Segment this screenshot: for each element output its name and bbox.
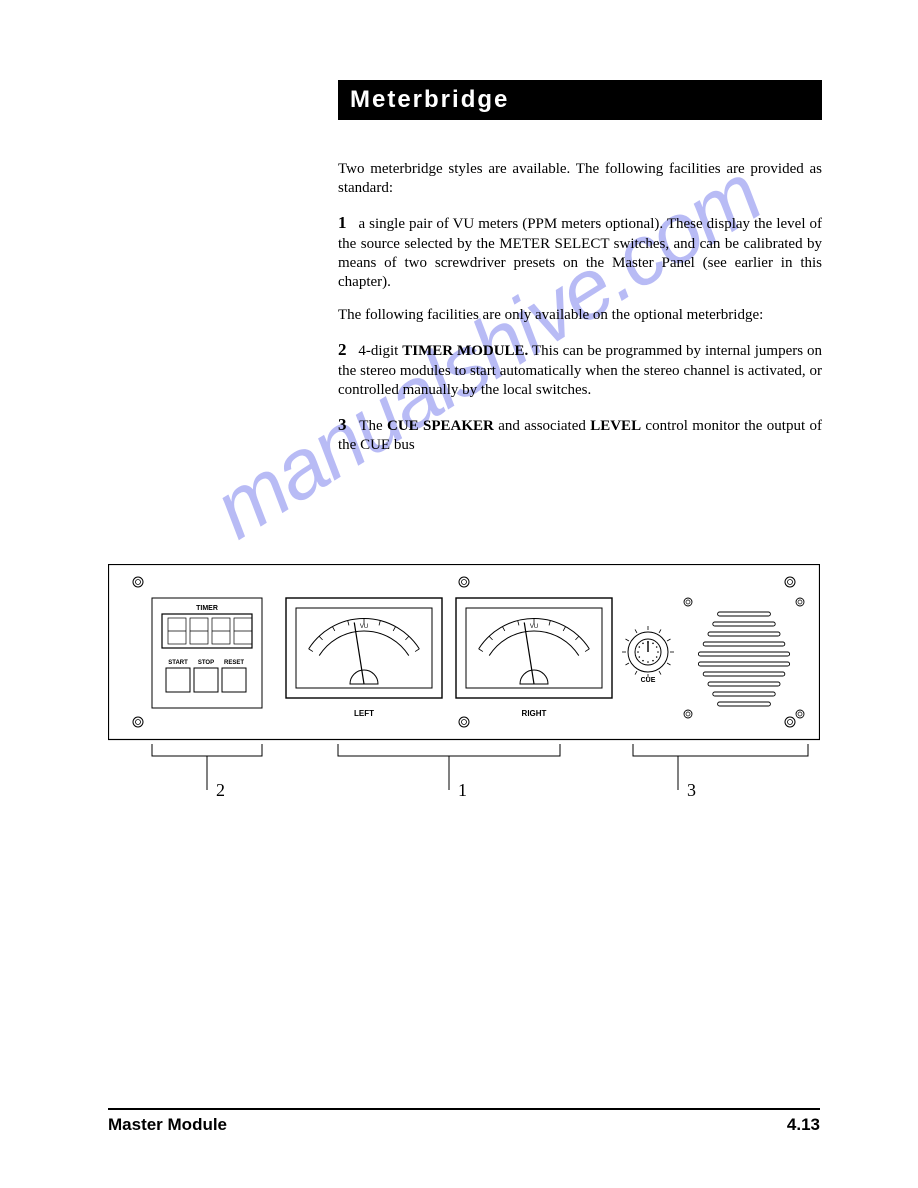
item-1: 1 a single pair of VU meters (PPM meters… [338, 212, 822, 292]
footer-rule [108, 1108, 820, 1110]
svg-text:TIMER: TIMER [196, 605, 218, 612]
svg-text:VU: VU [360, 624, 368, 630]
item-2-number: 2 [338, 340, 347, 359]
item-3-bold1: CUE SPEAKER [387, 418, 494, 434]
svg-text:3: 3 [687, 780, 696, 800]
svg-text:STOP: STOP [198, 660, 214, 666]
svg-text:1: 1 [458, 780, 467, 800]
item-1-text: a single pair of VU meters (PPM meters o… [338, 216, 822, 290]
item-2-bold: TIMER MODULE. [402, 343, 528, 359]
meterbridge-diagram: TIMER START STOP RESET VU LEFT VU RIGHT CUE 2 1 3 [108, 564, 820, 801]
svg-text:START: START [168, 660, 188, 666]
footer-left: Master Module [108, 1115, 227, 1135]
item-1-number: 1 [338, 213, 347, 232]
item-2-pre: 4-digit [358, 343, 402, 359]
intro-paragraph: Two meterbridge styles are available. Th… [338, 160, 822, 198]
item-3: 3 The CUE SPEAKER and associated LEVEL c… [338, 414, 822, 455]
item-3-mid: and associated [494, 418, 590, 434]
svg-text:RIGHT: RIGHT [522, 709, 547, 718]
svg-text:2: 2 [216, 780, 225, 800]
svg-text:RESET: RESET [224, 660, 244, 666]
body-copy: Two meterbridge styles are available. Th… [338, 160, 822, 469]
footer-right: 4.13 [787, 1115, 820, 1135]
mid-paragraph: The following facilities are only availa… [338, 306, 822, 325]
item-3-pre: The [359, 418, 387, 434]
section-title: Meterbridge [338, 80, 822, 120]
item-3-bold2: LEVEL [590, 418, 641, 434]
item-3-number: 3 [338, 415, 347, 434]
svg-text:LEFT: LEFT [354, 709, 374, 718]
item-2: 2 4-digit TIMER MODULE. This can be prog… [338, 339, 822, 400]
svg-text:VU: VU [530, 624, 538, 630]
svg-text:CUE: CUE [641, 677, 656, 684]
